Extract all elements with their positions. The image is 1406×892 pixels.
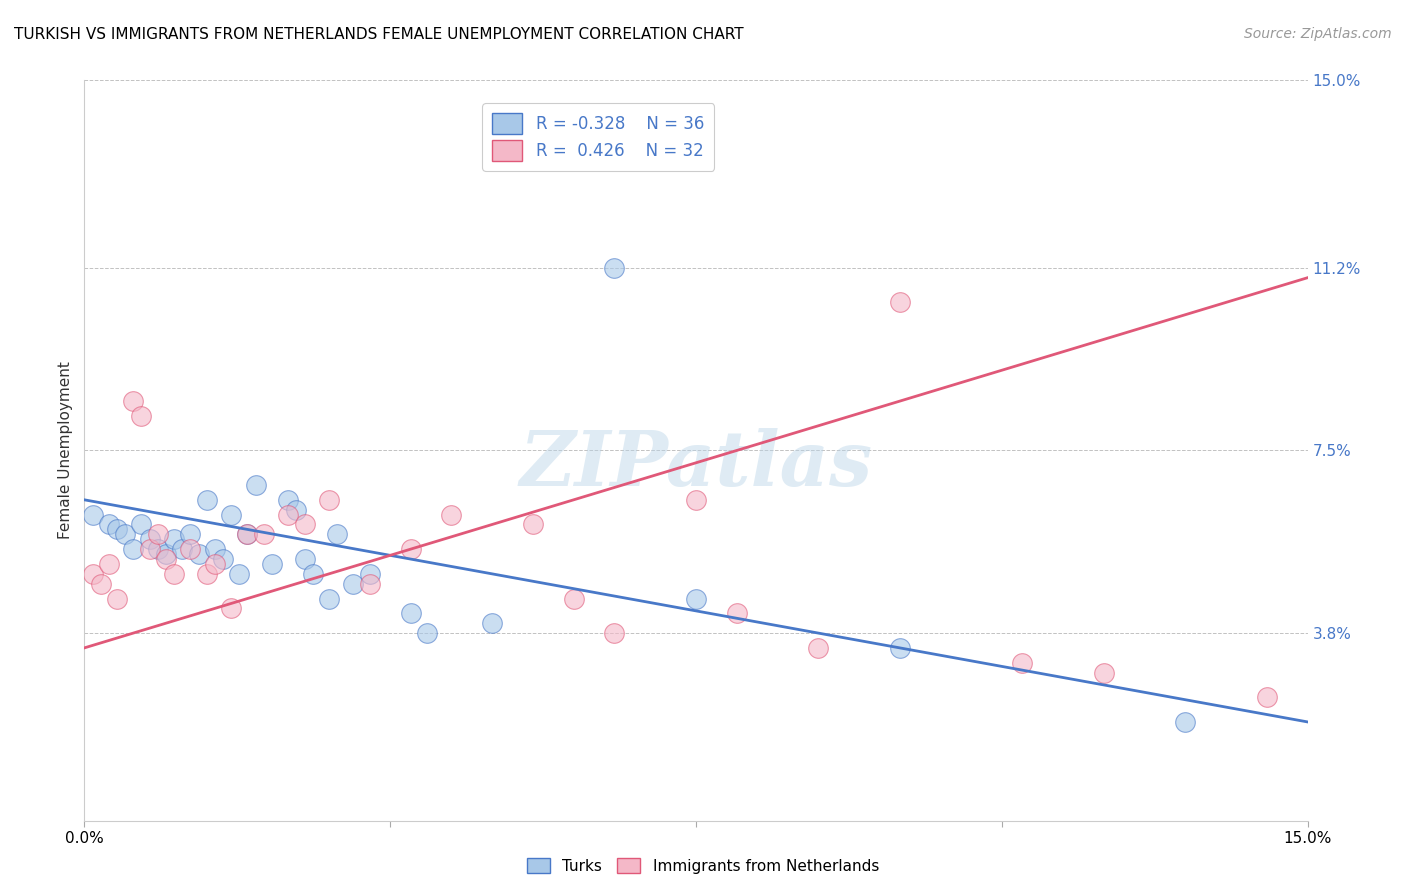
Point — [359, 576, 381, 591]
Point — [294, 552, 316, 566]
Point — [163, 533, 186, 547]
Text: TURKISH VS IMMIGRANTS FROM NETHERLANDS FEMALE UNEMPLOYMENT CORRELATION CHART: TURKISH VS IMMIGRANTS FROM NETHERLANDS F… — [14, 27, 744, 42]
Point — [138, 542, 160, 557]
Y-axis label: Female Unemployment: Female Unemployment — [58, 361, 73, 540]
Point — [522, 517, 544, 532]
Point — [318, 492, 340, 507]
Point — [1092, 665, 1115, 680]
Point — [195, 492, 218, 507]
Point — [889, 640, 911, 655]
Point — [1174, 714, 1197, 729]
Point — [138, 533, 160, 547]
Point — [82, 508, 104, 522]
Point — [399, 542, 422, 557]
Point — [725, 607, 748, 621]
Point — [562, 591, 585, 606]
Point — [236, 527, 259, 541]
Point — [603, 260, 626, 275]
Point — [228, 566, 250, 581]
Point — [889, 295, 911, 310]
Point — [603, 626, 626, 640]
Point — [807, 640, 830, 655]
Point — [122, 394, 145, 409]
Point — [399, 607, 422, 621]
Point — [131, 409, 153, 423]
Point — [440, 508, 463, 522]
Point — [146, 527, 169, 541]
Point — [219, 601, 242, 615]
Point — [187, 547, 209, 561]
Point — [105, 523, 128, 537]
Legend: R = -0.328    N = 36, R =  0.426    N = 32: R = -0.328 N = 36, R = 0.426 N = 32 — [482, 103, 714, 170]
Point — [285, 502, 308, 516]
Point — [359, 566, 381, 581]
Point — [219, 508, 242, 522]
Point — [342, 576, 364, 591]
Point — [122, 542, 145, 557]
Text: ZIPatlas: ZIPatlas — [519, 428, 873, 502]
Point — [114, 527, 136, 541]
Point — [245, 478, 267, 492]
Point — [131, 517, 153, 532]
Text: Source: ZipAtlas.com: Source: ZipAtlas.com — [1244, 27, 1392, 41]
Point — [318, 591, 340, 606]
Point — [481, 616, 503, 631]
Point — [155, 547, 177, 561]
Point — [82, 566, 104, 581]
Point — [294, 517, 316, 532]
Point — [97, 517, 120, 532]
Point — [260, 557, 283, 571]
Point — [146, 542, 169, 557]
Point — [97, 557, 120, 571]
Point — [685, 591, 707, 606]
Point — [326, 527, 349, 541]
Point — [212, 552, 235, 566]
Point — [236, 527, 259, 541]
Point — [277, 508, 299, 522]
Point — [105, 591, 128, 606]
Point — [163, 566, 186, 581]
Point — [1011, 656, 1033, 670]
Point — [155, 552, 177, 566]
Point — [172, 542, 194, 557]
Point — [301, 566, 323, 581]
Point — [685, 492, 707, 507]
Point — [277, 492, 299, 507]
Point — [204, 542, 226, 557]
Point — [416, 626, 439, 640]
Point — [179, 527, 201, 541]
Point — [253, 527, 276, 541]
Point — [179, 542, 201, 557]
Point — [195, 566, 218, 581]
Point — [1256, 690, 1278, 705]
Point — [90, 576, 112, 591]
Legend: Turks, Immigrants from Netherlands: Turks, Immigrants from Netherlands — [522, 852, 884, 880]
Point — [204, 557, 226, 571]
